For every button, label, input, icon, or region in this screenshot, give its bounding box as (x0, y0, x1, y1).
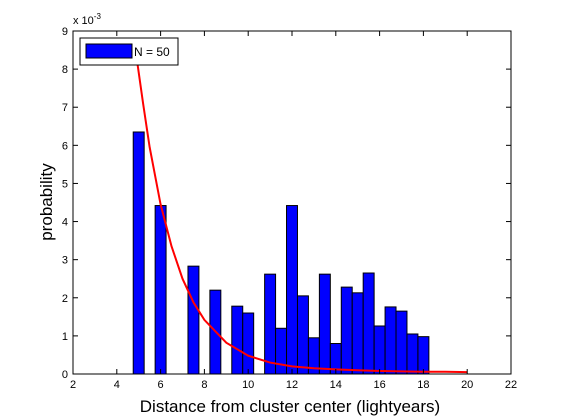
x-tick-label: 4 (114, 379, 120, 391)
bar (132, 131, 145, 375)
x-tick-label: 10 (242, 379, 254, 391)
x-tick-label: 20 (461, 379, 473, 391)
y-tick-label: 2 (62, 293, 68, 305)
x-tick-label: 8 (201, 379, 207, 391)
bar (296, 295, 309, 375)
y-tick-label: 6 (62, 140, 68, 152)
x-tick-label: 14 (330, 379, 342, 391)
bar (362, 272, 375, 375)
y-tick-label: 3 (62, 255, 68, 267)
x-tick-label: 2 (70, 379, 76, 391)
bar (264, 273, 277, 375)
y-tick-label: 5 (62, 178, 68, 190)
bar (340, 286, 353, 375)
y-tick-label: 9 (62, 26, 68, 38)
x-tick-label: 18 (417, 379, 429, 391)
ticks-group (72, 30, 512, 375)
x-tick-label: 22 (505, 379, 517, 391)
bar (406, 333, 419, 375)
y-tick-label: 0 (62, 369, 68, 381)
bar (286, 205, 298, 375)
bar (417, 336, 430, 375)
y-tick-label: 8 (62, 64, 68, 76)
y-exponent-label: x 10-3 (73, 12, 101, 27)
fit-curve (135, 53, 468, 374)
x-tick-label: 6 (158, 379, 164, 391)
bar (384, 306, 397, 375)
y-tick-label: 4 (62, 217, 68, 229)
bar (373, 325, 386, 375)
y-tick-label: 1 (62, 331, 68, 343)
y-exponent-base: x 10 (73, 15, 94, 27)
bar (275, 327, 288, 375)
x-tick-label: 12 (286, 379, 298, 391)
y-tick-label: 7 (62, 102, 68, 114)
bar (395, 310, 408, 375)
bar (351, 292, 364, 375)
y-axis-label: probability (37, 163, 56, 241)
x-tick-label: 16 (373, 379, 385, 391)
bar (242, 312, 255, 375)
bar (318, 273, 331, 375)
legend-label: N = 50 (134, 45, 170, 59)
bar (231, 305, 244, 375)
legend-swatch (85, 43, 133, 59)
legend: N = 50 (79, 37, 179, 66)
x-axis-label: Distance from cluster center (lightyears… (140, 397, 440, 416)
y-exponent-power: -3 (94, 12, 102, 21)
bar (187, 265, 200, 375)
bar (154, 205, 167, 375)
